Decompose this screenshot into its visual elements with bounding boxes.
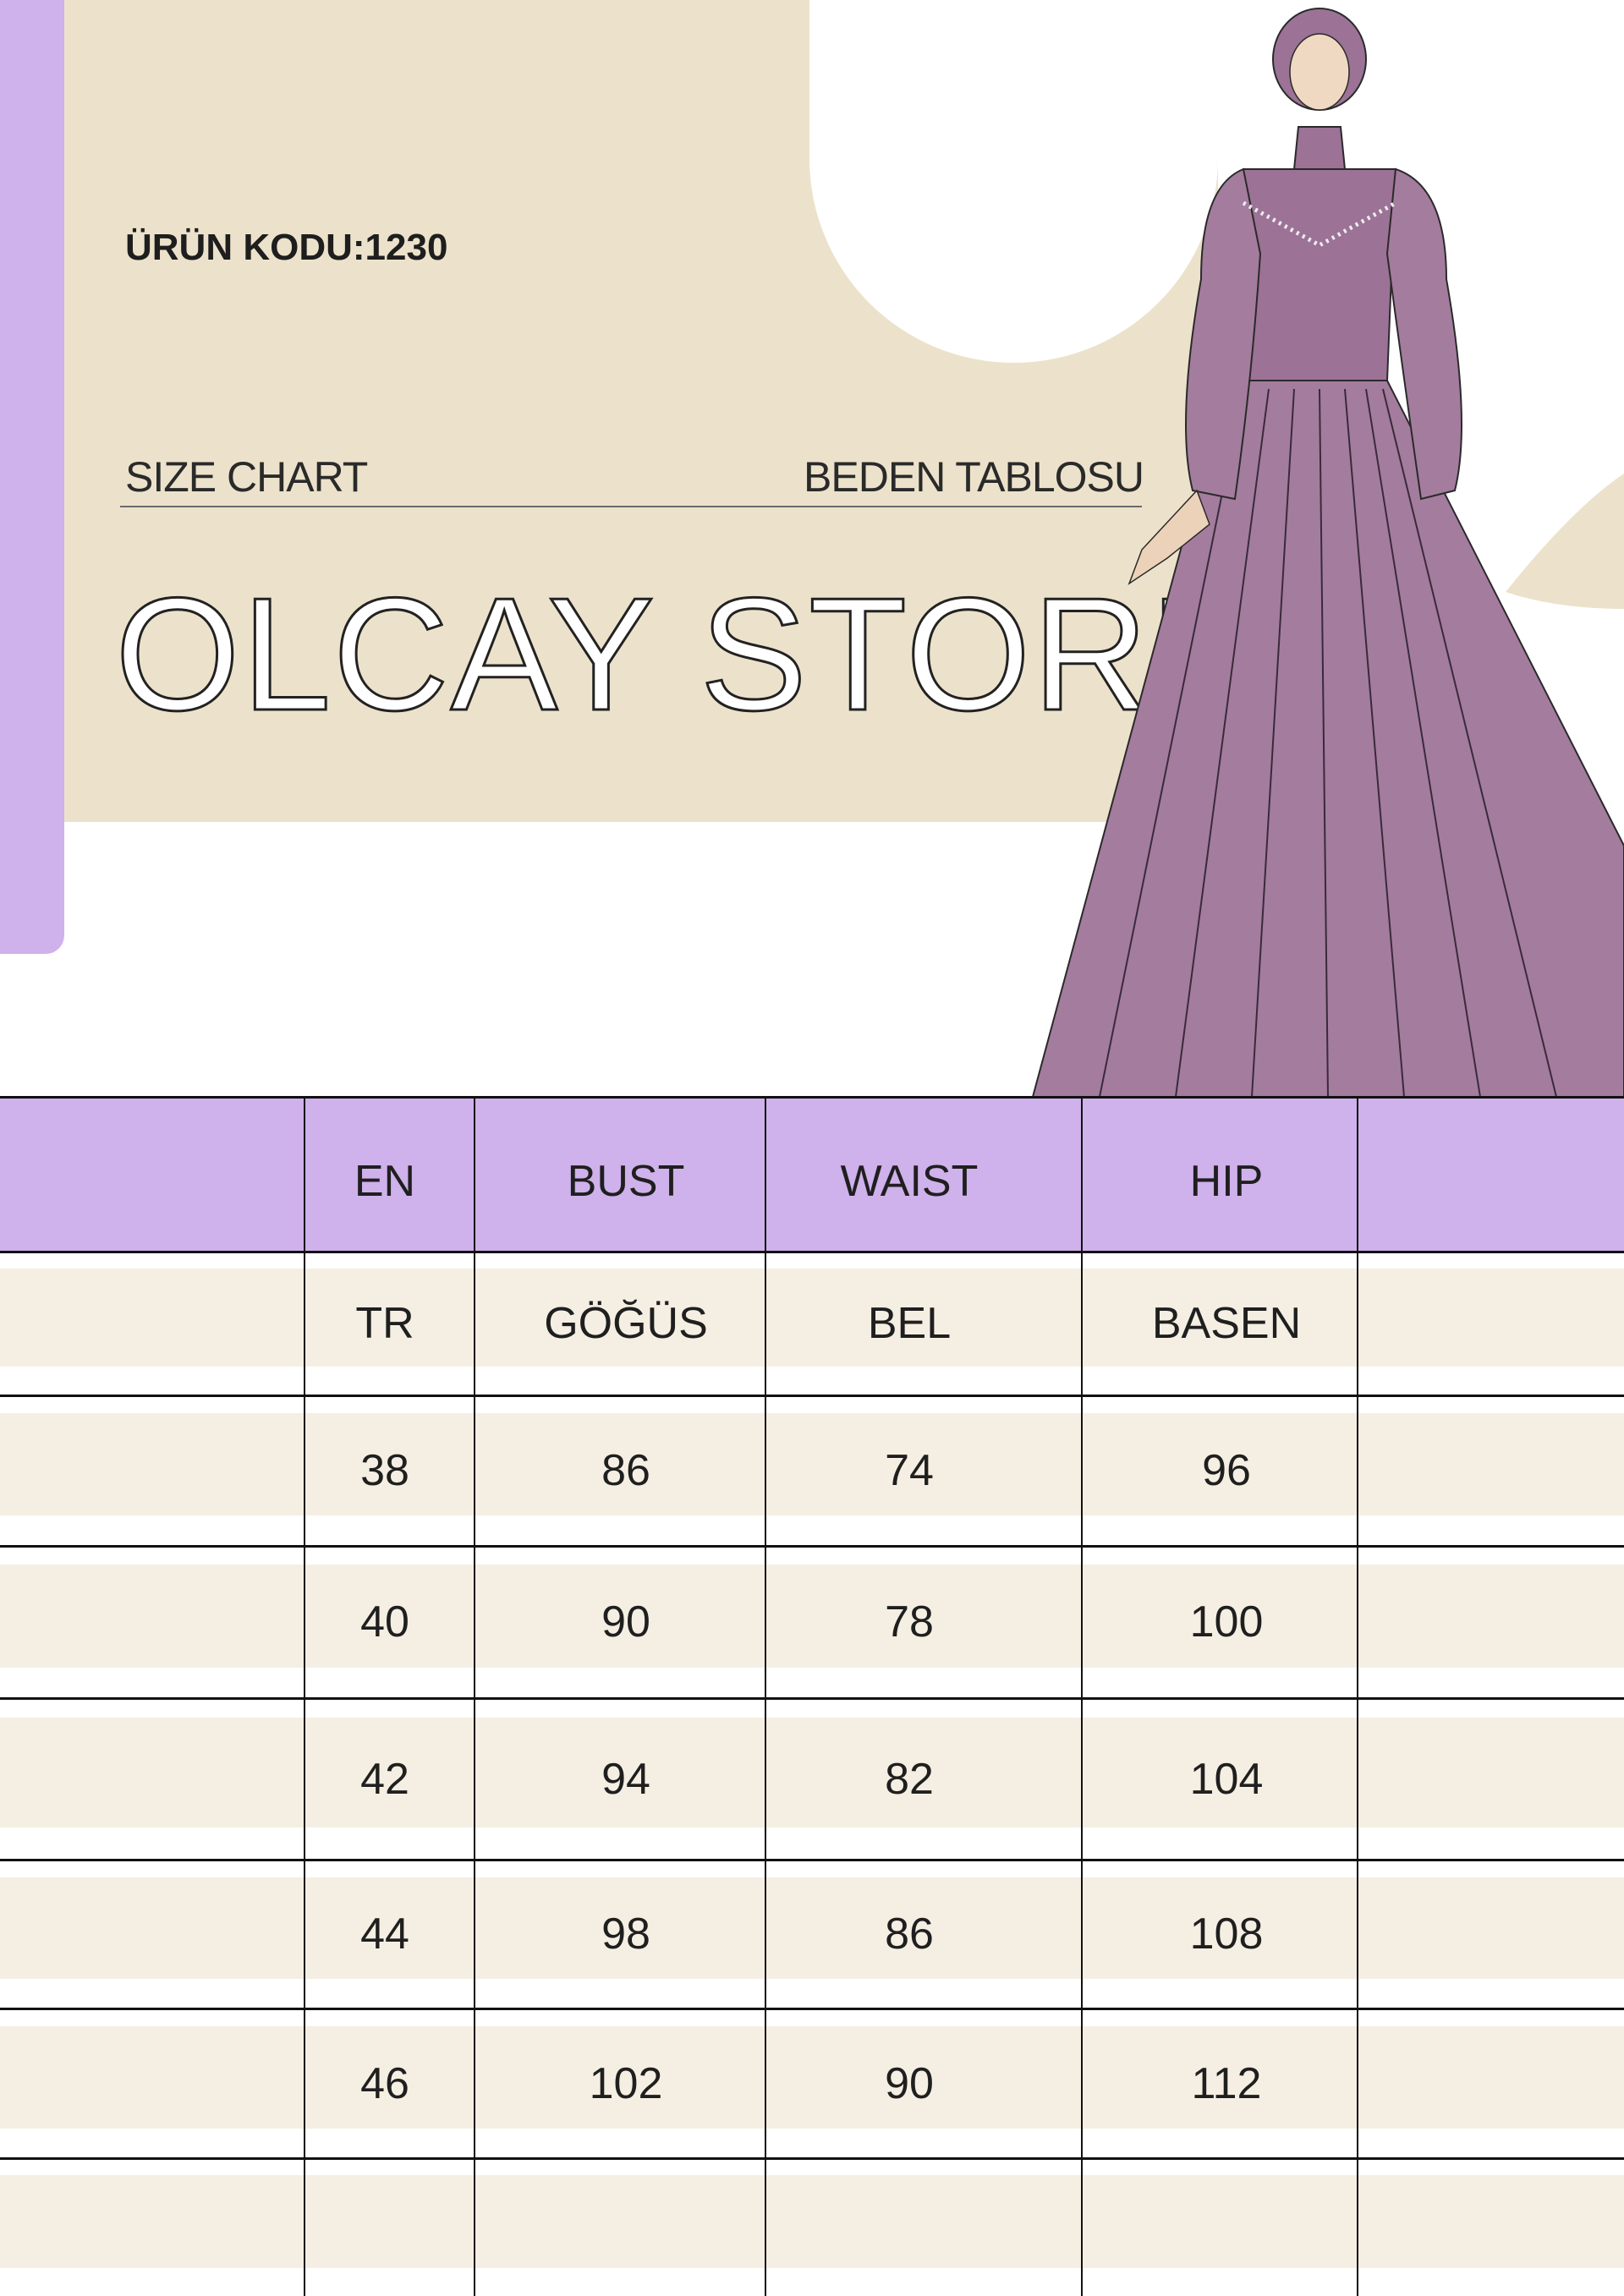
table-cell: TR — [355, 1299, 414, 1348]
row-divider — [0, 1251, 1624, 1253]
table-row-band — [0, 1413, 1624, 1516]
table-row-band — [0, 1877, 1624, 1979]
table-cell: 86 — [885, 1910, 934, 1959]
table-row-band — [0, 1269, 1624, 1367]
table-row-band — [0, 2026, 1624, 2129]
table-cell: 104 — [1189, 1754, 1264, 1804]
divider — [120, 506, 1142, 507]
column-divider — [474, 1097, 475, 2296]
table-header-cell: EN — [354, 1157, 416, 1206]
table-cell: 102 — [589, 2058, 663, 2108]
table-header-cell: BUST — [567, 1157, 685, 1206]
table-cell: 90 — [601, 1597, 650, 1647]
table-cell: 82 — [885, 1754, 934, 1804]
table-cell: GÖĞÜS — [544, 1299, 708, 1348]
table-cell: 38 — [360, 1446, 409, 1495]
decorative-cutout — [809, 0, 1218, 159]
size-table: EN BUST WAIST HIP TR GÖĞÜS BEL BASEN 38 86 74 96 40 9… — [0, 1096, 1624, 2296]
product-code: ÜRÜN KODU:1230 — [125, 227, 448, 268]
dress-illustration — [1032, 8, 1624, 1098]
table-cell: 42 — [360, 1754, 409, 1804]
column-divider — [765, 1097, 766, 2296]
table-cell: BASEN — [1151, 1299, 1302, 1348]
row-divider — [0, 1395, 1624, 1397]
row-divider — [0, 1545, 1624, 1548]
table-row-band — [0, 1717, 1624, 1827]
table-row-band — [0, 1564, 1624, 1668]
column-divider — [1081, 1097, 1083, 2296]
brand-name: OLCAY STORE — [113, 564, 1259, 746]
row-divider — [0, 1859, 1624, 1861]
table-cell: 86 — [601, 1446, 650, 1495]
table-cell: 94 — [601, 1754, 650, 1804]
table-row-band — [0, 2174, 1624, 2269]
table-header-cell: WAIST — [840, 1157, 979, 1206]
table-cell: 44 — [360, 1910, 409, 1959]
beden-tablosu-label: BEDEN TABLOSU — [804, 453, 1144, 501]
table-cell: 46 — [360, 2058, 409, 2108]
left-accent-bar — [0, 0, 64, 954]
table-cell: 74 — [885, 1446, 934, 1495]
table-cell: 40 — [360, 1597, 409, 1647]
column-divider — [1357, 1097, 1358, 2296]
table-cell: 108 — [1189, 1910, 1264, 1959]
table-cell: 96 — [1202, 1446, 1251, 1495]
table-cell: 100 — [1189, 1597, 1264, 1647]
row-divider — [0, 1697, 1624, 1700]
row-divider — [0, 1096, 1624, 1099]
table-header-row — [0, 1097, 1624, 1252]
table-cell: 98 — [601, 1910, 650, 1959]
row-divider — [0, 2008, 1624, 2010]
size-chart-label: SIZE CHART — [125, 453, 368, 501]
table-cell: 90 — [885, 2058, 934, 2108]
table-cell: 112 — [1191, 2058, 1262, 2108]
table-header-cell: HIP — [1189, 1157, 1264, 1206]
table-cell: BEL — [867, 1299, 952, 1348]
column-divider — [304, 1097, 305, 2296]
table-cell: 78 — [885, 1597, 934, 1647]
row-divider — [0, 2157, 1624, 2160]
